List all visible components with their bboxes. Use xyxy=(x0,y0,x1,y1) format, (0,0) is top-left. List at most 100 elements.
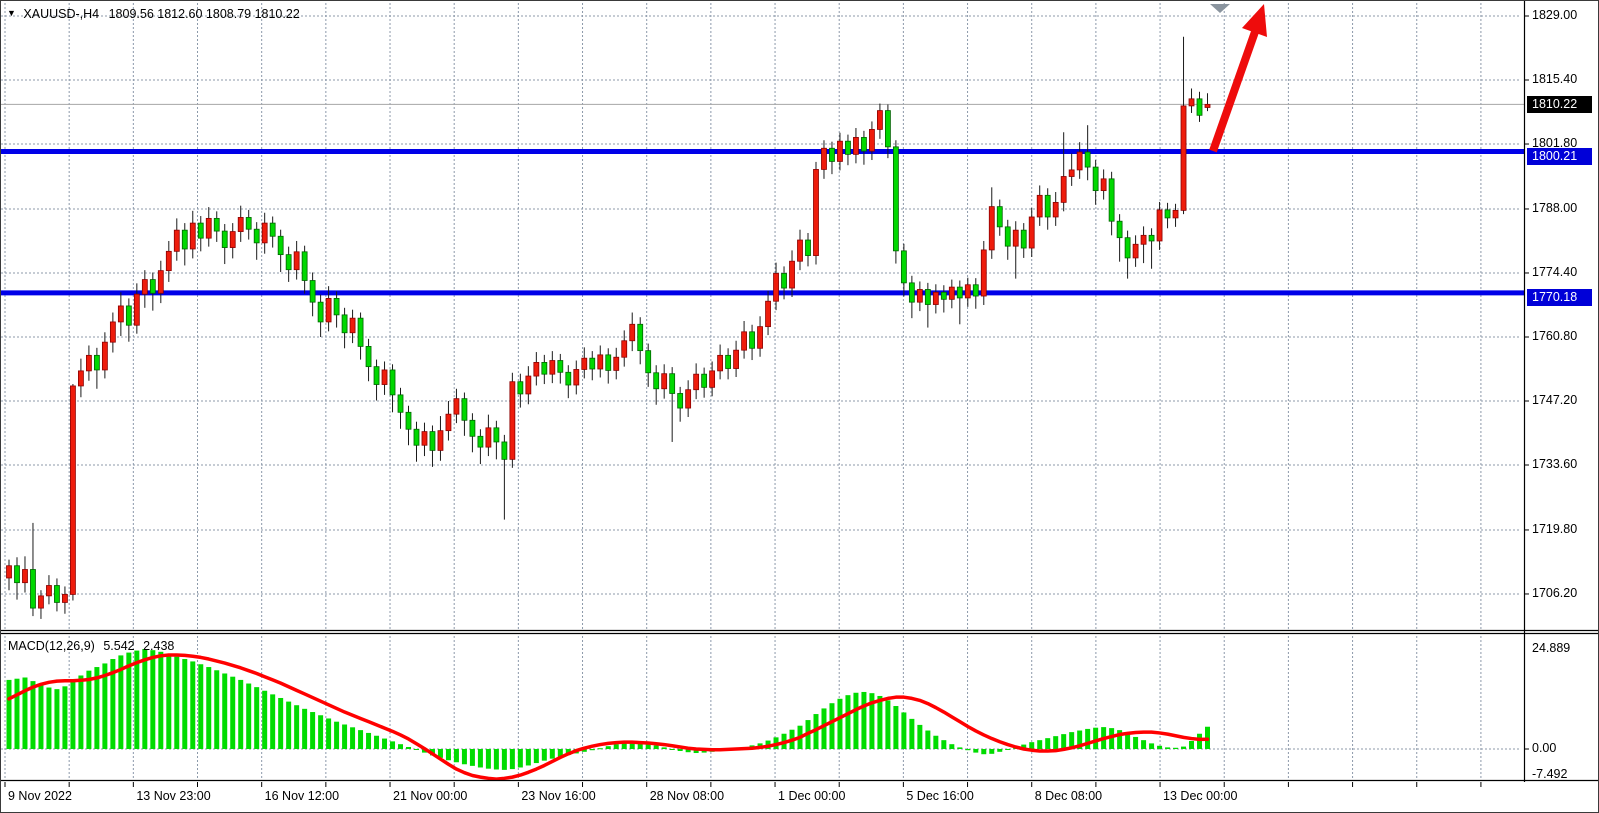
macd-signal-line xyxy=(7,653,1210,781)
macd-histogram-bar xyxy=(453,749,459,763)
macd-histogram-bar xyxy=(693,749,699,754)
macd-histogram-bar xyxy=(661,747,667,749)
macd-histogram-bar xyxy=(933,735,939,749)
macd-histogram-bar xyxy=(1117,730,1123,749)
time-axis-label: 5 Dec 16:00 xyxy=(906,789,974,803)
candle-body xyxy=(653,372,660,390)
macd-histogram-bar xyxy=(1069,732,1075,749)
time-axis-label: 1 Dec 00:00 xyxy=(778,789,846,803)
candle-body xyxy=(932,291,939,305)
macd-histogram-bar xyxy=(14,678,20,749)
candle-body xyxy=(493,427,500,443)
macd-histogram-bar xyxy=(1181,746,1187,749)
candle-body xyxy=(765,300,771,328)
macd-histogram-bar xyxy=(118,655,124,749)
candle-body xyxy=(948,286,955,300)
macd-histogram-bar xyxy=(286,701,292,749)
time-axis-label: 13 Dec 00:00 xyxy=(1163,789,1238,803)
indicator-signal-value: 2.438 xyxy=(143,639,175,653)
macd-histogram-bar xyxy=(86,670,92,749)
macd-histogram-bar xyxy=(669,749,675,750)
candle-body xyxy=(453,398,460,415)
macd-histogram-bar xyxy=(485,749,491,769)
candle-body xyxy=(101,341,108,371)
macd-histogram-bar xyxy=(382,738,388,749)
macd-histogram-bar xyxy=(437,749,443,758)
candle-body xyxy=(405,411,412,430)
candle-body xyxy=(469,419,476,437)
candle-body xyxy=(173,229,180,252)
macd-histogram-bar xyxy=(965,749,971,751)
candle-body xyxy=(445,413,452,432)
candle-body xyxy=(1180,105,1187,211)
candle-body xyxy=(741,331,747,351)
price-axis-label: 1801.80 xyxy=(1532,136,1578,151)
candle-body xyxy=(1084,151,1091,168)
macd-histogram-bar xyxy=(270,694,276,749)
candle-body xyxy=(1100,178,1107,192)
candle-body xyxy=(1004,226,1011,247)
macd-histogram-bar xyxy=(541,749,547,761)
candle-body xyxy=(93,354,100,371)
candle-body xyxy=(357,317,364,347)
macd-histogram-bar xyxy=(326,718,332,749)
macd-histogram-bar xyxy=(997,749,1003,752)
macd-histogram-bar xyxy=(390,741,396,749)
candle-body xyxy=(221,230,228,248)
candle-body xyxy=(1116,220,1123,239)
candle-body xyxy=(773,273,779,302)
candle-body xyxy=(149,279,156,294)
candle-body xyxy=(30,569,36,609)
candle-body xyxy=(62,594,68,603)
candle-body xyxy=(22,569,28,584)
macd-histogram-bar xyxy=(94,667,100,749)
level-price-badge: 1770.18 xyxy=(1527,288,1592,306)
arrow-anchor-icon xyxy=(1210,4,1230,13)
candle-body xyxy=(813,169,819,256)
macd-histogram-bar xyxy=(445,749,451,761)
macd-histogram-bar xyxy=(589,749,595,751)
candle-body xyxy=(549,360,556,375)
candle-body xyxy=(437,430,444,451)
candle-body xyxy=(485,427,492,448)
candle-body xyxy=(1068,169,1075,177)
macd-histogram-bar xyxy=(398,744,404,749)
time-axis-label: 21 Nov 00:00 xyxy=(393,789,468,803)
chart-symbol-period: XAUUSD-,H4 xyxy=(23,7,100,21)
candle-body xyxy=(525,375,532,395)
macd-histogram-bar xyxy=(310,712,316,749)
candle-body xyxy=(685,389,692,409)
macd-histogram-bar xyxy=(1125,732,1131,749)
price-axis-label: 1815.40 xyxy=(1532,72,1578,86)
symbol-dropdown-icon[interactable]: ▼ xyxy=(7,8,16,18)
candle-body xyxy=(924,289,931,305)
candle-body xyxy=(1172,209,1179,219)
macd-histogram-bar xyxy=(1141,740,1147,749)
candle-body xyxy=(141,279,148,295)
macd-histogram-bar xyxy=(869,693,875,749)
candle-body xyxy=(413,428,420,446)
price-axis-label: 1733.60 xyxy=(1532,457,1578,471)
candle-body xyxy=(213,217,220,232)
macd-histogram-bar xyxy=(150,650,156,749)
trend-arrow-line[interactable] xyxy=(1209,27,1260,153)
trend-arrow-head[interactable] xyxy=(1242,4,1267,37)
candle-body xyxy=(253,228,260,244)
macd-histogram-bar xyxy=(1053,736,1059,749)
candle-body xyxy=(421,431,428,446)
candle-body xyxy=(301,251,308,281)
candle-body xyxy=(325,297,332,323)
price-axis-label: 1774.40 xyxy=(1532,264,1578,279)
macd-histogram-bar xyxy=(406,746,411,749)
candle-body xyxy=(70,385,76,595)
candle-body xyxy=(1108,178,1115,222)
candle-body xyxy=(589,357,596,370)
candle-body xyxy=(541,362,548,375)
candle-body xyxy=(861,137,867,152)
time-axis-label: 28 Nov 08:00 xyxy=(649,789,725,803)
macd-histogram-bar xyxy=(925,730,931,749)
candle-body xyxy=(629,323,636,342)
candle-body xyxy=(916,289,923,303)
